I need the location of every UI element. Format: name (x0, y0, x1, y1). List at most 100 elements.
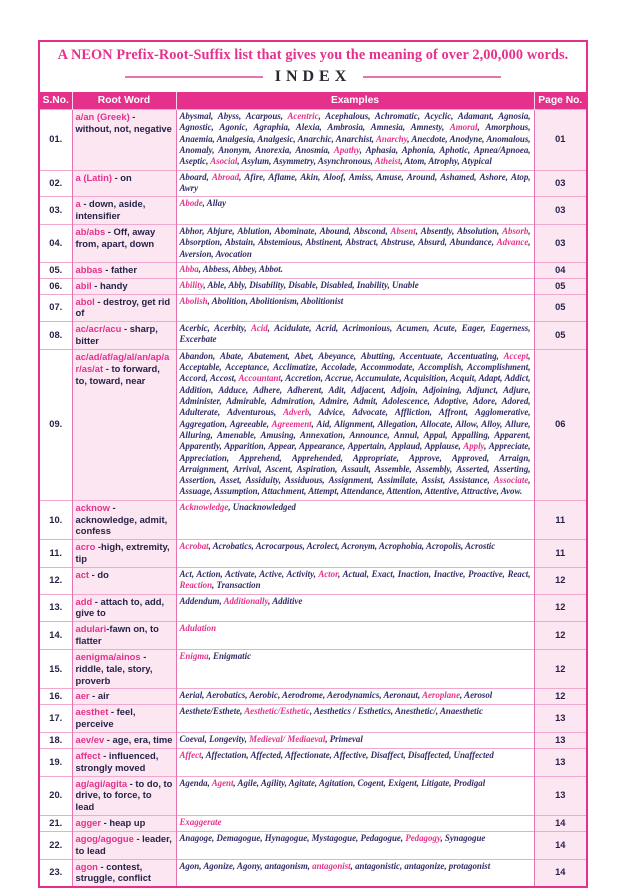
root-meaning: - destroy, get rid of (75, 295, 171, 319)
highlighted-word: Anarchy (376, 133, 408, 144)
serial-number: 03. (40, 196, 72, 225)
root-word: ag/agi/agita (75, 777, 128, 789)
highlighted-word: Abolish (179, 295, 208, 306)
highlighted-word: Absent (390, 225, 416, 236)
examples-cell: Aboard, Abroad, Afire, Aflame, Akin, Alo… (175, 169, 534, 197)
examples-cell: Enigma, Enigmatic (175, 648, 534, 689)
page-number: 14 (533, 815, 586, 832)
root-word: agon (75, 860, 98, 872)
serial-number: 20. (40, 775, 72, 816)
root-word-cell: agog/agogue - leader, to lead (71, 830, 176, 860)
root-word: acknow (75, 501, 110, 513)
serial-number: 11. (40, 539, 72, 568)
root-word-cell: add - attach to, add, give to (71, 593, 176, 622)
examples-cell: Agenda, Agent, Agile, Agility, Agitate, … (175, 775, 534, 816)
root-meaning: - sharp, bitter (75, 323, 158, 347)
highlighted-word: Reaction (179, 580, 213, 591)
root-meaning: - influenced, strongly moved (75, 749, 159, 773)
root-word-cell: a/an (Greek) - without, not, negative (71, 109, 176, 171)
table-row: 06. abil - handy Ability, Able, Ably, Disa… (40, 277, 586, 294)
root-word-cell: abol - destroy, get rid of (71, 293, 176, 322)
table-row: 20. ag/agi/agita - to do, to drive, to fo… (40, 775, 586, 816)
root-word-cell: ag/agi/agita - to do, to drive, to force… (71, 775, 176, 816)
index-heading-row: INDEX (46, 68, 580, 86)
examples-cell: Aerial, Aerobatics, Aerobic, Aerodrome, … (175, 688, 534, 705)
page-number: 12 (533, 593, 586, 622)
root-word: agger (75, 817, 102, 829)
table-row: 21. agger - heap up Exaggerate 14 (40, 815, 586, 832)
root-word-cell: aesthet - feel, perceive (71, 704, 176, 733)
highlighted-word: Exaggerate (179, 817, 222, 828)
table-row: 02. a (Latin) - on Aboard, Abroad, Afire, … (40, 169, 586, 197)
serial-number: 06. (40, 277, 72, 294)
highlighted-word: Absorb (502, 225, 529, 236)
root-word: a/an (Greek) (75, 111, 130, 123)
page-number: 11 (533, 539, 586, 568)
serial-number: 21. (40, 815, 72, 832)
highlighted-word: Abba (179, 263, 199, 274)
page-number: 05 (533, 277, 586, 294)
examples-cell: Acrobat, Acrobatics, Acrocarpous, Acrole… (175, 539, 534, 568)
root-word-cell: agger - heap up (71, 815, 176, 832)
highlighted-word: Adverb (283, 407, 310, 418)
highlighted-word: Apply (463, 441, 485, 452)
table-row: 19. affect - influenced, strongly moved Af… (40, 747, 586, 777)
col-header-examples: Examples (175, 92, 534, 110)
root-word-cell: ab/abs - Off, away from, apart, down (71, 223, 176, 263)
table-row: 07. abol - destroy, get rid of Abolish, Ab… (40, 293, 586, 322)
title-area: A NEON Prefix-Root-Suffix list that give… (40, 42, 586, 92)
serial-number: 02. (40, 169, 72, 197)
root-meaning: - father (102, 263, 137, 275)
root-word: aenigma/ainos (75, 650, 141, 662)
serial-number: 15. (40, 648, 72, 689)
highlighted-word: Acentric (287, 111, 319, 122)
examples-cell: Exaggerate (175, 815, 534, 832)
highlighted-word: Abroad (211, 171, 240, 182)
highlighted-word: Acrobat (179, 541, 209, 552)
page-number: 11 (533, 499, 586, 540)
serial-number: 07. (40, 293, 72, 322)
col-header-page-no: Page No. (533, 92, 586, 110)
table-row: 22. agog/agogue - leader, to lead Anagoge,… (40, 830, 586, 860)
page-number: 14 (533, 858, 586, 887)
root-meaning: - feel, perceive (75, 706, 136, 730)
root-word: adulari (75, 623, 107, 635)
table-row: 23. agon - contest, struggle, conflict Ago… (40, 858, 586, 887)
page-number: 12 (533, 648, 586, 689)
root-meaning: - do (89, 568, 109, 580)
page-number: 04 (533, 261, 586, 279)
highlighted-word: Enigma (179, 650, 209, 661)
examples-cell: Acerbic, Acerbity, Acid, Acidulate, Acri… (175, 321, 534, 350)
root-word: acro (75, 541, 96, 553)
table-row: 14. adulari-fawn on, to flatter Adulation 1… (40, 621, 586, 650)
highlighted-word: Aesthetic/Esthetic (244, 706, 310, 717)
page-number: 03 (533, 223, 586, 263)
table-row: 11. acro -high, extremity, tip Acrobat, Ac… (40, 539, 586, 568)
examples-cell: Abhor, Abjure, Ablution, Abominate, Abou… (175, 223, 534, 263)
root-word-cell: aer - air (71, 688, 176, 705)
examples-cell: Coeval, Longevity, Medieval/ Mediaeval, … (175, 731, 534, 749)
highlighted-word: Ability (179, 279, 204, 290)
table-row: 03. a - down, aside, intensifier Abode, Al… (40, 196, 586, 225)
root-meaning: - attach to, add, give to (75, 595, 165, 619)
serial-number: 12. (40, 566, 72, 595)
table-row: 10. acknow - acknowledge, admit, confess A… (40, 499, 586, 540)
page-number: 05 (533, 321, 586, 350)
root-meaning: -fawn on, to flatter (75, 623, 159, 647)
highlighted-word: Medieval/ Mediaeval (249, 733, 326, 744)
root-word: abbas (75, 263, 103, 275)
highlighted-word: Agreement (271, 418, 312, 429)
root-word-cell: adulari-fawn on, to flatter (71, 621, 176, 650)
serial-number: 18. (40, 731, 72, 749)
examples-cell: Abysmal, Abyss, Acarpous, Acentric, Acep… (175, 109, 534, 171)
serial-number: 22. (40, 830, 72, 860)
examples-cell: Affect, Affectation, Affected, Affection… (175, 747, 534, 777)
page-number: 13 (533, 747, 586, 777)
header-row: S.No. Root Word Examples Page No. (40, 92, 586, 110)
root-meaning: -high, extremity, tip (75, 541, 170, 565)
root-word-cell: agon - contest, struggle, conflict (71, 858, 176, 887)
col-header-root-word: Root Word (71, 92, 176, 110)
root-word-cell: abbas - father (71, 261, 176, 279)
root-word: a (Latin) (75, 171, 112, 183)
right-rule (363, 76, 502, 79)
